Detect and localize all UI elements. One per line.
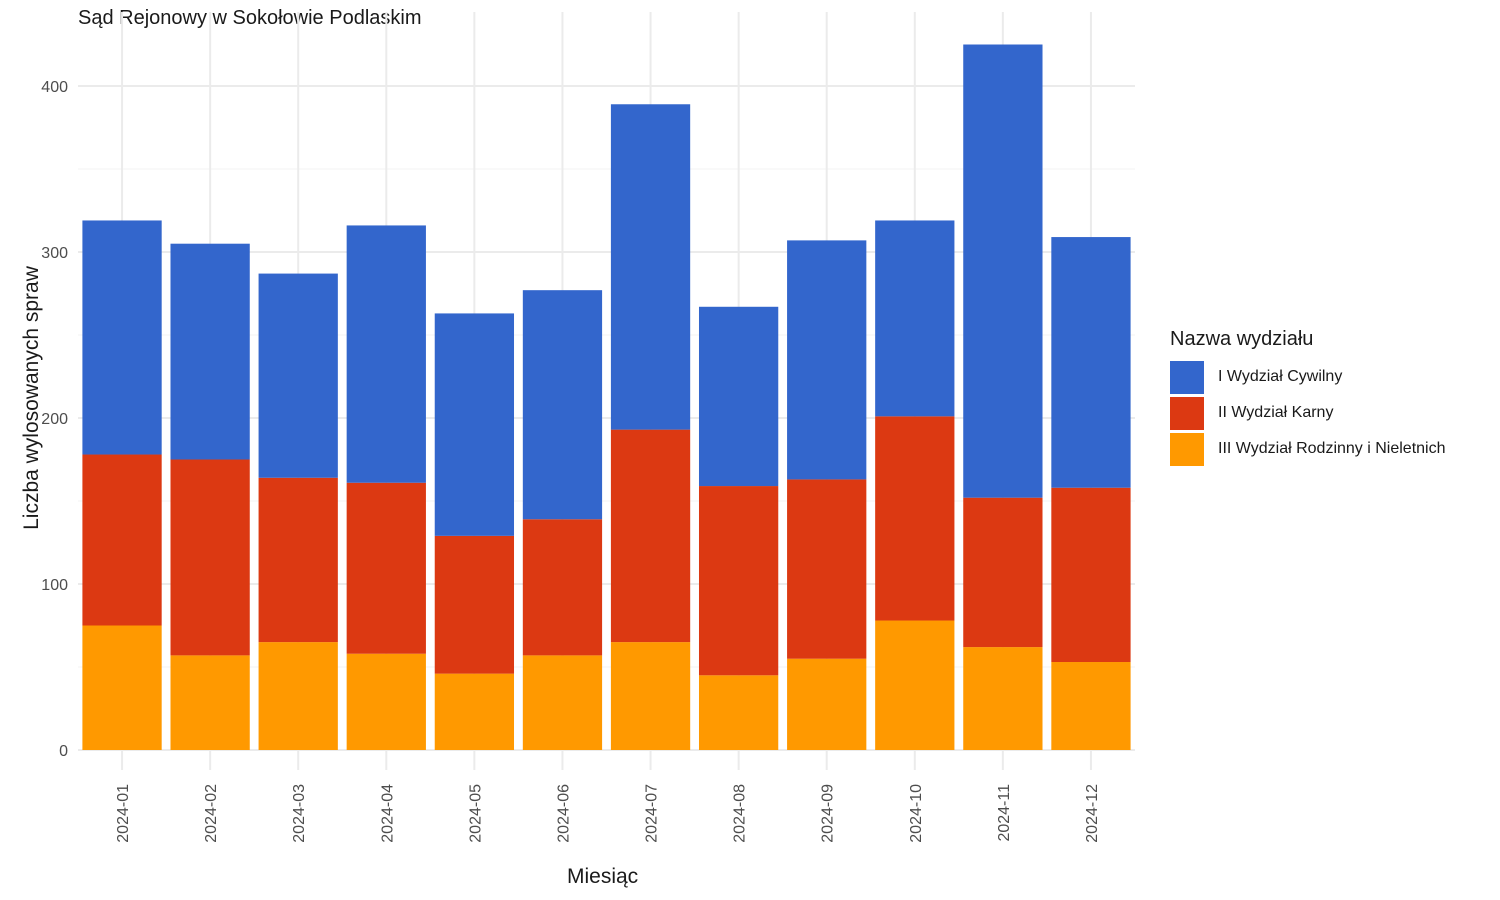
x-tick-label: 2024-07	[644, 784, 661, 843]
legend: Nazwa wydziału I Wydział Cywilny II Wydzi…	[1170, 328, 1446, 467]
legend-items: I Wydział Cywilny II Wydział Karny III Wyd…	[1170, 359, 1446, 467]
y-axis-label: Liczba wylosowanych spraw	[20, 266, 43, 530]
bar-segment	[963, 44, 1043, 498]
bar-segment	[610, 429, 691, 643]
x-tick-label: 2024-01	[115, 784, 132, 843]
bar-segment	[698, 486, 779, 676]
x-tick-label: 2024-10	[908, 784, 925, 843]
bar-segment	[346, 653, 426, 750]
x-tick-label: 2024-11	[996, 784, 1013, 842]
bar-segment	[522, 290, 603, 520]
y-tick-label: 200	[41, 411, 68, 428]
legend-label: I Wydział Cywilny	[1218, 368, 1343, 385]
x-tick-label: 2024-03	[291, 784, 308, 843]
bar-segment	[82, 220, 162, 455]
legend-item: III Wydział Rodzinny i Nieletnich	[1170, 431, 1446, 467]
bar-segment	[434, 313, 515, 536]
bar-segment	[82, 454, 162, 626]
x-tick-label: 2024-12	[1084, 784, 1101, 843]
bar-segment	[346, 225, 426, 483]
y-tick-label: 300	[41, 245, 68, 262]
x-tick-label: 2024-04	[379, 784, 396, 843]
legend-label: III Wydział Rodzinny i Nieletnich	[1218, 440, 1446, 457]
chart-title: Sąd Rejonowy w Sokołowie Podlaskim	[78, 7, 422, 29]
bar-segment	[170, 459, 250, 656]
bar-segment	[258, 273, 338, 478]
y-tick-label: 400	[41, 79, 68, 96]
y-tick-label: 100	[41, 577, 68, 594]
x-tick-label: 2024-06	[555, 784, 572, 843]
bar-segment	[434, 673, 515, 750]
bar-segment	[434, 535, 515, 674]
legend-swatch	[1170, 432, 1204, 466]
x-axis-label: Miesiąc	[567, 865, 639, 888]
bar-segment	[787, 479, 867, 659]
bar-segment	[522, 519, 603, 656]
bar-segment	[258, 642, 338, 750]
x-tick-label: 2024-09	[820, 784, 837, 843]
x-tick-label: 2024-02	[203, 784, 220, 843]
bar-segment	[787, 240, 867, 480]
bar-segment	[1051, 487, 1131, 663]
bar-segment	[963, 497, 1043, 648]
bar-segment	[82, 625, 162, 750]
legend-item: II Wydział Karny	[1170, 395, 1446, 431]
bar-segment	[170, 655, 250, 750]
bar-segment	[787, 658, 867, 750]
bar-segment	[1051, 237, 1131, 488]
legend-swatch	[1170, 360, 1204, 394]
bar-segment	[875, 416, 955, 621]
x-tick-label: 2024-05	[467, 784, 484, 843]
x-tick-label: 2024-08	[732, 784, 749, 843]
bar-segment	[258, 477, 338, 643]
y-tick-label: 0	[59, 743, 68, 760]
bar-segment	[522, 655, 603, 750]
legend-title: Nazwa wydziału	[1170, 328, 1314, 350]
legend-swatch	[1170, 396, 1204, 430]
bar-segment	[698, 675, 779, 750]
bar-segment	[346, 482, 426, 654]
bar-segment	[610, 104, 691, 430]
bar-segment	[610, 642, 691, 750]
bar-segment	[963, 647, 1043, 750]
bar-segment	[875, 220, 955, 417]
bar-segment	[875, 620, 955, 750]
bar-segment	[698, 306, 779, 487]
bar-segment	[170, 243, 250, 460]
legend-item: I Wydział Cywilny	[1170, 359, 1446, 395]
bar-segment	[1051, 662, 1131, 750]
legend-label: II Wydział Karny	[1218, 404, 1334, 421]
